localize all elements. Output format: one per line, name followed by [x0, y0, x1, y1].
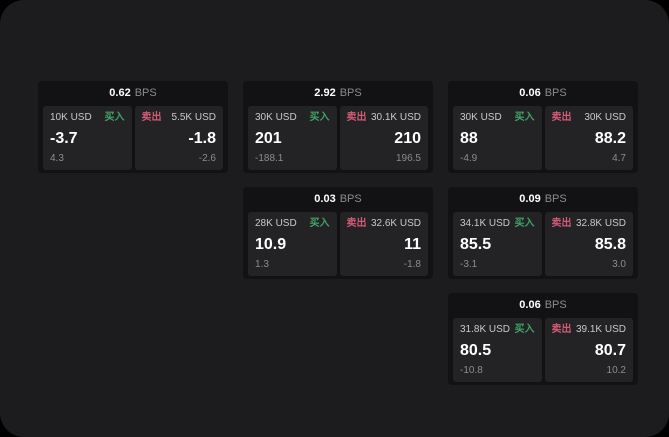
sell-price: 85.8: [594, 235, 626, 253]
buy-price: 201: [255, 129, 282, 147]
buy-panel[interactable]: 28K USD 买入 10.9 1.3: [248, 212, 337, 276]
bps-header: 2.92 BPS: [243, 81, 433, 106]
sell-price: 80.7: [594, 341, 626, 359]
buy-amount: 28K USD: [255, 218, 297, 229]
sell-panel[interactable]: 卖出 32.8K USD 85.8 3.0: [544, 212, 633, 276]
sell-side-label: 卖出: [551, 324, 572, 335]
quote-card: 0.09 BPS 34.1K USD 买入 85.5 -3.1 卖出: [448, 187, 638, 279]
sell-amount: 39.1K USD: [575, 324, 626, 335]
bps-header: 0.09 BPS: [448, 187, 638, 212]
sell-sub-value: 10.2: [606, 365, 626, 376]
sell-panel[interactable]: 卖出 30K USD 88.2 4.7: [544, 106, 633, 170]
buy-price: 85.5: [460, 235, 492, 253]
bps-value: 0.06: [519, 87, 541, 99]
quote-card: 0.62 BPS 10K USD 买入 -3.7 4.3 卖出: [38, 81, 228, 173]
quote-card: 0.03 BPS 28K USD 买入 10.9 1.3 卖出: [243, 187, 433, 279]
buy-side-label: 买入: [309, 112, 330, 123]
sell-sub-value: -1.8: [403, 259, 421, 270]
bps-header: 0.03 BPS: [243, 187, 433, 212]
buy-side-label: 买入: [104, 112, 125, 123]
bps-unit-label: BPS: [339, 87, 362, 99]
buy-price: -3.7: [50, 129, 78, 147]
sell-amount: 30.1K USD: [370, 112, 421, 123]
buy-sub-value: -3.1: [460, 259, 478, 270]
panels-row: 30K USD 买入 201 -188.1 卖出 30.1K USD 210 1…: [243, 106, 433, 173]
buy-panel[interactable]: 10K USD 买入 -3.7 4.3: [43, 106, 132, 170]
bps-unit-label: BPS: [544, 87, 567, 99]
sell-price: 88.2: [594, 129, 626, 147]
buy-amount: 31.8K USD: [460, 324, 511, 335]
quote-card: 2.92 BPS 30K USD 买入 201 -188.1 卖出: [243, 81, 433, 173]
panels-row: 10K USD 买入 -3.7 4.3 卖出 5.5K USD -1.8 -2.…: [38, 106, 228, 173]
panels-row: 30K USD 买入 88 -4.9 卖出 30K USD 88.2 4.7: [448, 106, 638, 173]
bps-header: 0.06 BPS: [448, 293, 638, 318]
sell-sub-value: 4.7: [612, 153, 626, 164]
buy-amount: 30K USD: [255, 112, 297, 123]
bps-value: 0.09: [519, 193, 541, 205]
panels-row: 28K USD 买入 10.9 1.3 卖出 32.6K USD 11 -1.8: [243, 212, 433, 279]
buy-amount: 34.1K USD: [460, 218, 511, 229]
quote-card: 0.06 BPS 30K USD 买入 88 -4.9 卖出: [448, 81, 638, 173]
buy-panel[interactable]: 34.1K USD 买入 85.5 -3.1: [453, 212, 542, 276]
quote-card: 0.06 BPS 31.8K USD 买入 80.5 -10.8 卖: [448, 293, 638, 385]
bps-value: 2.92: [314, 87, 336, 99]
buy-sub-value: -10.8: [460, 365, 483, 376]
buy-side-label: 买入: [309, 218, 330, 229]
sell-amount: 5.5K USD: [171, 112, 216, 123]
sell-panel[interactable]: 卖出 32.6K USD 11 -1.8: [339, 212, 428, 276]
buy-panel[interactable]: 31.8K USD 买入 80.5 -10.8: [453, 318, 542, 382]
buy-price: 80.5: [460, 341, 492, 359]
sell-price: -1.8: [188, 129, 216, 147]
bps-unit-label: BPS: [134, 87, 157, 99]
quote-card-grid: 0.62 BPS 10K USD 买入 -3.7 4.3 卖出: [38, 81, 638, 385]
bps-unit-label: BPS: [339, 193, 362, 205]
bps-unit-label: BPS: [544, 299, 567, 311]
bps-header: 0.06 BPS: [448, 81, 638, 106]
buy-sub-value: -4.9: [460, 153, 478, 164]
sell-sub-value: -2.6: [198, 153, 216, 164]
sell-amount: 30K USD: [584, 112, 626, 123]
bps-value: 0.62: [109, 87, 131, 99]
bps-value: 0.06: [519, 299, 541, 311]
sell-side-label: 卖出: [141, 112, 162, 123]
bps-header: 0.62 BPS: [38, 81, 228, 106]
buy-price: 10.9: [255, 235, 287, 253]
buy-panel[interactable]: 30K USD 买入 201 -188.1: [248, 106, 337, 170]
sell-panel[interactable]: 卖出 5.5K USD -1.8 -2.6: [134, 106, 223, 170]
sell-amount: 32.6K USD: [370, 218, 421, 229]
sell-side-label: 卖出: [551, 112, 572, 123]
buy-sub-value: 1.3: [255, 259, 269, 270]
buy-amount: 30K USD: [460, 112, 502, 123]
sell-side-label: 卖出: [346, 218, 367, 229]
buy-price: 88: [460, 129, 478, 147]
sell-side-label: 卖出: [346, 112, 367, 123]
panels-row: 31.8K USD 买入 80.5 -10.8 卖出 39.1K USD 80.…: [448, 318, 638, 385]
buy-sub-value: 4.3: [50, 153, 64, 164]
sell-amount: 32.8K USD: [575, 218, 626, 229]
buy-amount: 10K USD: [50, 112, 92, 123]
panels-row: 34.1K USD 买入 85.5 -3.1 卖出 32.8K USD 85.8…: [448, 212, 638, 279]
bps-unit-label: BPS: [544, 193, 567, 205]
buy-panel[interactable]: 30K USD 买入 88 -4.9: [453, 106, 542, 170]
sell-panel[interactable]: 卖出 30.1K USD 210 196.5: [339, 106, 428, 170]
sell-panel[interactable]: 卖出 39.1K USD 80.7 10.2: [544, 318, 633, 382]
buy-side-label: 买入: [514, 112, 535, 123]
bps-value: 0.03: [314, 193, 336, 205]
buy-sub-value: -188.1: [255, 153, 284, 164]
sell-sub-value: 196.5: [395, 153, 421, 164]
sell-price: 11: [404, 235, 421, 253]
sell-side-label: 卖出: [551, 218, 572, 229]
sell-price: 210: [394, 129, 421, 147]
buy-side-label: 买入: [514, 218, 535, 229]
buy-side-label: 买入: [514, 324, 535, 335]
sell-sub-value: 3.0: [612, 259, 626, 270]
